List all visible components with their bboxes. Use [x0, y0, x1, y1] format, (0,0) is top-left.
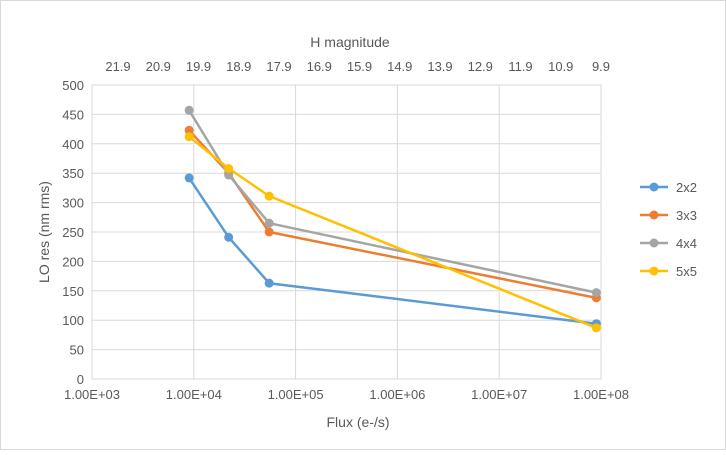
y-tick-label: 50	[70, 343, 84, 358]
axes: Flux (e-/s) H magnitude LO res (nm rms)	[36, 34, 390, 430]
x-tick-label: 1.00E+07	[471, 387, 527, 402]
top-tick-label: 14.9	[387, 59, 412, 74]
top-tick-label: 18.9	[226, 59, 251, 74]
top-tick-label: 12.9	[468, 59, 493, 74]
data-point-5x5	[224, 163, 234, 173]
y-tick-label: 500	[62, 78, 84, 93]
data-point-2x2	[264, 278, 274, 288]
y-tick-label: 0	[77, 372, 84, 387]
data-point-5x5	[184, 132, 194, 142]
y-tick-label: 450	[62, 107, 84, 122]
legend-label: 4x4	[676, 236, 697, 251]
series-layer	[184, 105, 601, 333]
data-point-5x5	[591, 323, 601, 333]
top-tick-label: 19.9	[186, 59, 211, 74]
legend-label: 2x2	[676, 180, 697, 195]
data-point-3x3	[184, 125, 194, 135]
top-tick-label: 11.9	[508, 59, 532, 74]
legend-marker	[649, 266, 659, 276]
top-tick-label: 15.9	[347, 59, 372, 74]
x-tick-label: 1.00E+05	[268, 387, 324, 402]
x-tick-label: 1.00E+04	[166, 387, 222, 402]
series-line-5x5	[188, 135, 597, 329]
gridlines	[91, 84, 602, 380]
data-point-2x2	[184, 173, 194, 183]
data-point-4x4	[184, 105, 194, 115]
y-tick-label: 300	[62, 196, 84, 211]
y-tick-label: 100	[62, 313, 84, 328]
top-tick-label: 20.9	[146, 59, 171, 74]
y-tick-label: 400	[62, 137, 84, 152]
top-tick-label: 9.9	[592, 59, 610, 74]
top-tick-label: 13.9	[427, 59, 452, 74]
x-tick-label: 1.00E+08	[573, 387, 629, 402]
top-tick-label: 16.9	[307, 59, 332, 74]
top-tick-label: 10.9	[548, 59, 573, 74]
legend-label: 3x3	[676, 208, 697, 223]
y-axis-title: LO res (nm rms)	[36, 181, 52, 283]
legend: 2x2 3x3 4x4 5x5	[640, 180, 697, 279]
legend-marker	[649, 238, 659, 248]
x-tick-label: 1.00E+03	[64, 387, 120, 402]
y-tick-label: 250	[62, 225, 84, 240]
x-tick-label: 1.00E+06	[369, 387, 425, 402]
tick-labels: 0 50 100 150 200 250 300 350 400 450 500 1.00E+03 1.…	[62, 59, 629, 402]
top-tick-label: 21.9	[105, 59, 130, 74]
legend-label: 5x5	[676, 264, 697, 279]
series-line-2x2	[188, 177, 597, 325]
data-point-5x5	[264, 191, 274, 201]
data-point-4x4	[224, 170, 234, 180]
data-point-3x3	[264, 227, 274, 237]
y-tick-label: 350	[62, 166, 84, 181]
legend-marker	[649, 182, 659, 192]
data-point-4x4	[591, 288, 601, 298]
data-point-4x4	[264, 218, 274, 228]
series-line-4x4	[188, 109, 597, 294]
top-axis-title: H magnitude	[310, 34, 390, 50]
top-tick-label: 17.9	[266, 59, 291, 74]
y-tick-label: 150	[62, 284, 84, 299]
y-tick-label: 200	[62, 254, 84, 269]
x-axis-title: Flux (e-/s)	[327, 414, 390, 430]
legend-marker	[649, 210, 659, 220]
data-point-2x2	[224, 232, 234, 242]
